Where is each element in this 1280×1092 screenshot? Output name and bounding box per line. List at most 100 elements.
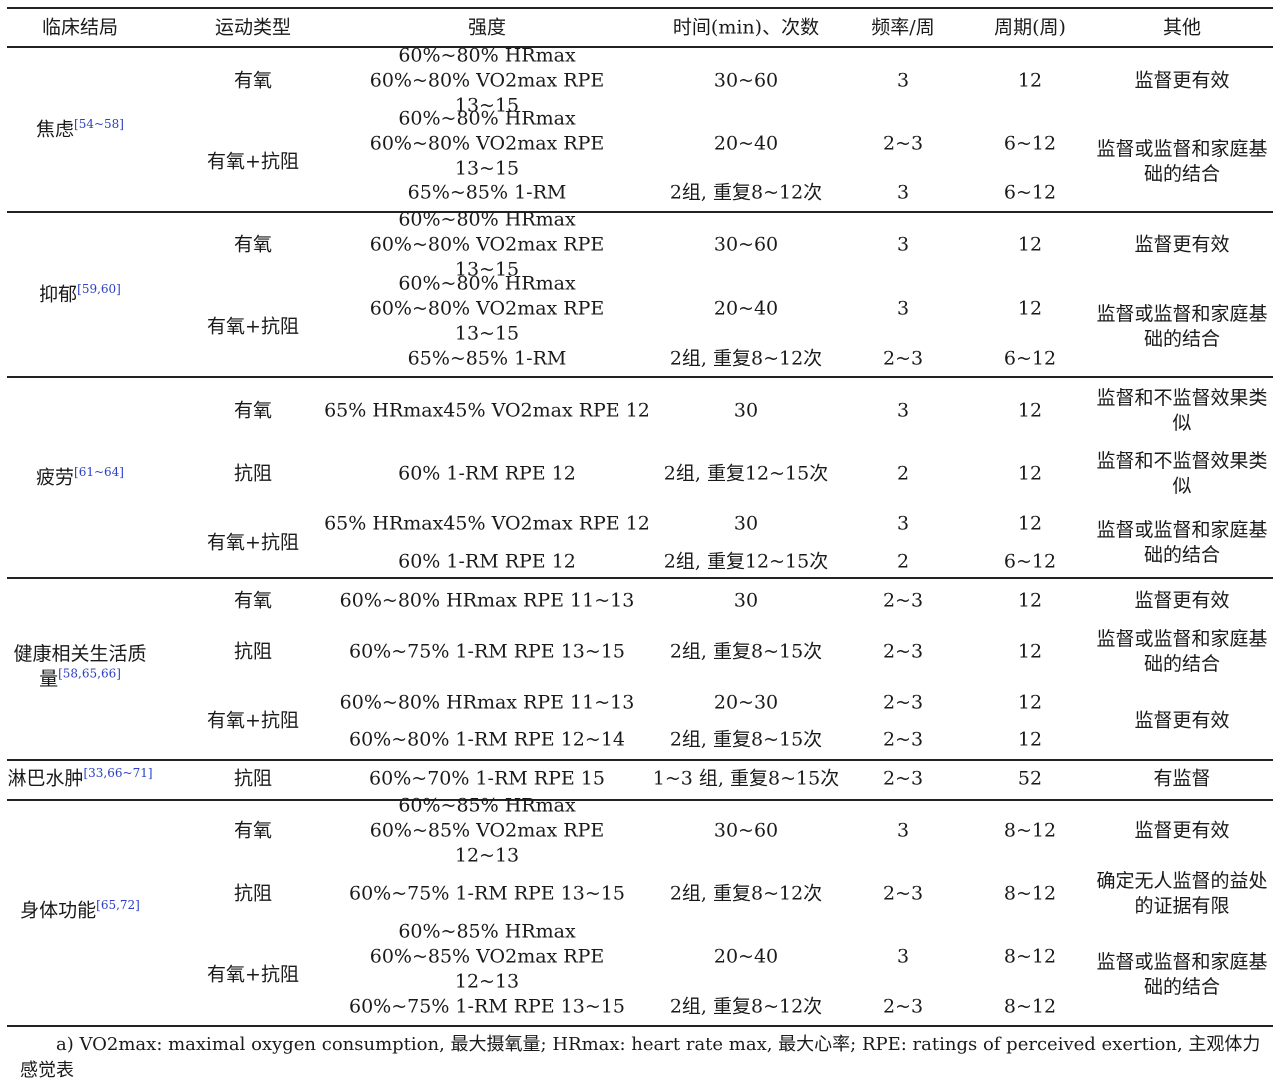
intensity: 65% HRmax45% VO2max RPE 12 bbox=[324, 399, 650, 422]
time-sets: 2组, 重复12~15次 bbox=[663, 550, 829, 573]
time-sets: 30 bbox=[733, 512, 759, 535]
period-weeks: 6~12 bbox=[1003, 181, 1057, 204]
period-weeks: 12 bbox=[1017, 728, 1043, 751]
period-weeks: 52 bbox=[1017, 767, 1043, 790]
other-notes: 监督或监督和家庭基础的结合 bbox=[1096, 303, 1268, 350]
clinical-outcome: 身体功能[65,72] bbox=[20, 899, 140, 924]
intensity: 60%~80% HRmax 60%~80% VO2max RPE 13~15 bbox=[369, 44, 605, 117]
clinical-outcome: 疲劳[61~64] bbox=[36, 466, 124, 491]
clinical-outcome: 淋巴水肿[33,66~71] bbox=[7, 767, 152, 792]
exercise-type: 有氧 bbox=[233, 819, 273, 842]
frequency: 2~3 bbox=[882, 640, 924, 663]
time-sets: 30~60 bbox=[713, 69, 779, 92]
outcome-name: 焦虑 bbox=[36, 118, 75, 141]
frequency: 2~3 bbox=[882, 728, 924, 751]
period-weeks: 12 bbox=[1017, 69, 1043, 92]
frequency: 3 bbox=[896, 512, 910, 535]
column-header: 周期(周) bbox=[994, 16, 1066, 39]
intensity: 65% HRmax45% VO2max RPE 12 bbox=[324, 512, 650, 535]
other-notes: 确定无人监督的益处的证据有限 bbox=[1096, 870, 1268, 917]
reference-link[interactable]: [59,60] bbox=[77, 282, 121, 297]
clinical-outcome: 抑郁[59,60] bbox=[39, 283, 121, 308]
outcome-name: 疲劳 bbox=[36, 466, 75, 489]
time-sets: 20~40 bbox=[713, 945, 779, 968]
period-weeks: 12 bbox=[1017, 297, 1043, 320]
frequency: 2~3 bbox=[882, 691, 924, 714]
frequency: 2~3 bbox=[882, 132, 924, 155]
reference-link[interactable]: [61~64] bbox=[74, 465, 124, 480]
exercise-type: 有氧+抗阻 bbox=[207, 709, 299, 732]
column-header: 临床结局 bbox=[41, 16, 119, 39]
other-notes: 监督更有效 bbox=[1134, 819, 1230, 842]
time-sets: 20~30 bbox=[713, 691, 779, 714]
reference-link[interactable]: [33,66~71] bbox=[83, 766, 153, 781]
frequency: 2~3 bbox=[882, 995, 924, 1018]
exercise-type: 有氧+抗阻 bbox=[207, 963, 299, 986]
period-weeks: 12 bbox=[1017, 691, 1043, 714]
table-rule bbox=[7, 7, 1273, 9]
exercise-type: 有氧+抗阻 bbox=[207, 150, 299, 173]
column-header: 其他 bbox=[1162, 16, 1202, 39]
time-sets: 20~40 bbox=[713, 297, 779, 320]
exercise-type: 有氧 bbox=[233, 233, 273, 256]
exercise-type: 有氧 bbox=[233, 69, 273, 92]
reference-link[interactable]: [65,72] bbox=[96, 898, 140, 913]
period-weeks: 12 bbox=[1017, 589, 1043, 612]
reference-link[interactable]: [54~58] bbox=[74, 117, 124, 132]
frequency: 2 bbox=[896, 550, 910, 573]
period-weeks: 12 bbox=[1017, 233, 1043, 256]
frequency: 3 bbox=[896, 233, 910, 256]
period-weeks: 12 bbox=[1017, 640, 1043, 663]
intensity: 60%~80% HRmax 60%~80% VO2max RPE 13~15 bbox=[369, 208, 605, 281]
column-header: 频率/周 bbox=[871, 16, 935, 39]
period-weeks: 12 bbox=[1017, 462, 1043, 485]
time-sets: 2组, 重复8~12次 bbox=[669, 181, 823, 204]
intensity: 60%~80% HRmax 60%~80% VO2max RPE 13~15 bbox=[369, 272, 605, 345]
time-sets: 2组, 重复8~12次 bbox=[669, 882, 823, 905]
time-sets: 1~3 组, 重复8~15次 bbox=[652, 767, 840, 790]
table-rule bbox=[7, 46, 1273, 48]
other-notes: 监督或监督和家庭基础的结合 bbox=[1096, 628, 1268, 675]
exercise-type: 有氧+抗阻 bbox=[207, 531, 299, 554]
table-rule bbox=[7, 759, 1273, 761]
time-sets: 30 bbox=[733, 589, 759, 612]
frequency: 3 bbox=[896, 297, 910, 320]
intensity: 65%~85% 1-RM bbox=[407, 181, 567, 204]
exercise-type: 抗阻 bbox=[233, 640, 273, 663]
column-header: 时间(min)、次数 bbox=[672, 16, 820, 39]
frequency: 3 bbox=[896, 181, 910, 204]
intensity: 60% 1-RM RPE 12 bbox=[398, 550, 576, 573]
time-sets: 30~60 bbox=[713, 233, 779, 256]
time-sets: 2组, 重复8~15次 bbox=[669, 728, 823, 751]
reference-link[interactable]: [58,65,66] bbox=[58, 666, 121, 681]
time-sets: 30~60 bbox=[713, 819, 779, 842]
time-sets: 30 bbox=[733, 399, 759, 422]
period-weeks: 12 bbox=[1017, 399, 1043, 422]
intensity: 60% 1-RM RPE 12 bbox=[398, 462, 576, 485]
outcome-name: 健康相关生活质量 bbox=[13, 643, 147, 690]
other-notes: 监督更有效 bbox=[1134, 69, 1230, 92]
outcome-name: 抑郁 bbox=[39, 283, 78, 306]
other-notes: 监督更有效 bbox=[1134, 589, 1230, 612]
intensity: 60%~70% 1-RM RPE 15 bbox=[369, 767, 605, 790]
other-notes: 监督更有效 bbox=[1134, 709, 1230, 732]
period-weeks: 6~12 bbox=[1003, 347, 1057, 370]
period-weeks: 6~12 bbox=[1003, 550, 1057, 573]
intensity: 60%~80% 1-RM RPE 12~14 bbox=[348, 728, 626, 751]
time-sets: 2组, 重复8~12次 bbox=[669, 347, 823, 370]
exercise-type: 有氧+抗阻 bbox=[207, 315, 299, 338]
other-notes: 监督或监督和家庭基础的结合 bbox=[1096, 951, 1268, 998]
table-rule bbox=[7, 577, 1273, 579]
column-header: 运动类型 bbox=[214, 16, 292, 39]
period-weeks: 8~12 bbox=[1003, 882, 1057, 905]
clinical-outcome: 焦虑[54~58] bbox=[36, 118, 124, 143]
other-notes: 监督或监督和家庭基础的结合 bbox=[1096, 138, 1268, 185]
exercise-type: 抗阻 bbox=[233, 767, 273, 790]
exercise-type: 有氧 bbox=[233, 589, 273, 612]
exercise-type: 抗阻 bbox=[233, 882, 273, 905]
outcome-name: 淋巴水肿 bbox=[7, 767, 84, 790]
frequency: 3 bbox=[896, 399, 910, 422]
intensity: 60%~80% HRmax RPE 11~13 bbox=[339, 691, 635, 714]
other-notes: 监督更有效 bbox=[1134, 233, 1230, 256]
